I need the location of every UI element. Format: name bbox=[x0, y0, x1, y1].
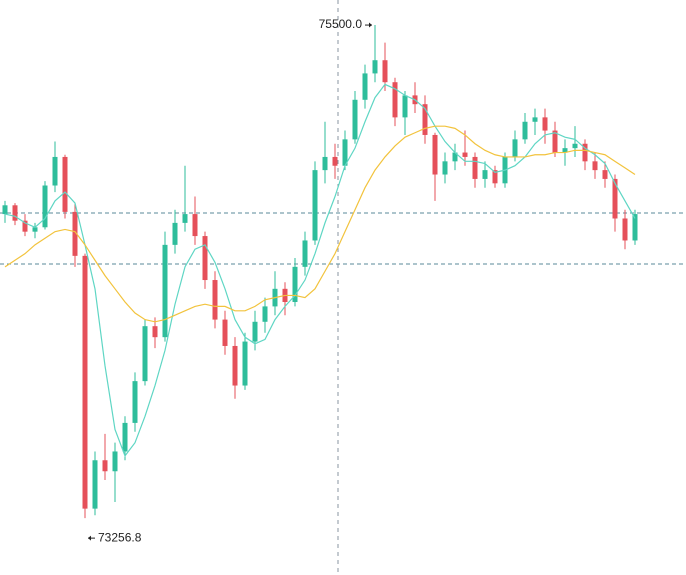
candle-body bbox=[112, 451, 118, 472]
candle-body bbox=[322, 156, 328, 171]
candle-body bbox=[622, 218, 628, 241]
candle-body bbox=[172, 222, 178, 245]
candle-body bbox=[222, 319, 228, 346]
candle-body bbox=[452, 152, 458, 162]
candle-body bbox=[242, 341, 248, 386]
candle-body bbox=[62, 156, 68, 212]
candle-body bbox=[392, 82, 398, 118]
ma-line bbox=[4, 83, 636, 458]
candle-body bbox=[32, 227, 38, 232]
candle-body bbox=[52, 156, 58, 186]
candle-body bbox=[442, 161, 448, 175]
annotation-arrowhead bbox=[88, 535, 91, 541]
candle-body bbox=[332, 156, 338, 166]
candle-body bbox=[292, 266, 298, 303]
candle-body bbox=[262, 306, 268, 322]
candle-body bbox=[362, 73, 368, 100]
candle-body bbox=[232, 345, 238, 386]
candle-body bbox=[72, 211, 78, 256]
candle-body bbox=[462, 152, 468, 157]
candle-body bbox=[402, 95, 408, 118]
candle-body bbox=[532, 117, 538, 122]
candle-body bbox=[312, 170, 318, 241]
candle-body bbox=[182, 214, 188, 223]
candle-body bbox=[602, 170, 608, 179]
candle-body bbox=[482, 170, 488, 179]
ma-line bbox=[4, 125, 636, 323]
candle-body bbox=[82, 255, 88, 509]
candle-body bbox=[382, 60, 388, 83]
candle-body bbox=[92, 460, 98, 509]
candle-body bbox=[302, 240, 308, 267]
candle-body bbox=[142, 326, 148, 382]
candle-body bbox=[12, 205, 18, 221]
candle-body bbox=[342, 139, 348, 166]
candle-body bbox=[212, 280, 218, 320]
candle-body bbox=[162, 244, 168, 338]
candle-body bbox=[42, 185, 48, 228]
candle-body bbox=[252, 321, 258, 342]
candle-body bbox=[192, 214, 198, 237]
candle-body bbox=[372, 60, 378, 74]
candle-body bbox=[592, 161, 598, 171]
candle-body bbox=[552, 130, 558, 153]
candle-body bbox=[202, 236, 208, 281]
candle-body bbox=[612, 178, 618, 219]
candle-body bbox=[572, 143, 578, 149]
candle-body bbox=[562, 148, 568, 153]
candle-body bbox=[352, 99, 358, 140]
annotation-label: 73256.8 bbox=[98, 530, 142, 544]
annotation-arrowhead bbox=[369, 22, 372, 28]
candle-body bbox=[582, 143, 588, 162]
candle-body bbox=[22, 220, 28, 232]
candle-body bbox=[2, 205, 8, 215]
candle-body bbox=[492, 170, 498, 184]
candle-body bbox=[632, 214, 638, 241]
candle-body bbox=[472, 156, 478, 179]
candle-body bbox=[152, 326, 158, 338]
candle-body bbox=[122, 422, 128, 452]
candle-body bbox=[102, 460, 108, 472]
candle-body bbox=[522, 121, 528, 140]
candle-body bbox=[432, 134, 438, 175]
candle-body bbox=[422, 104, 428, 135]
candle-body bbox=[132, 381, 138, 423]
annotation-label: 75500.0 bbox=[319, 17, 363, 31]
candle-body bbox=[512, 139, 518, 157]
candle-body bbox=[542, 117, 548, 131]
